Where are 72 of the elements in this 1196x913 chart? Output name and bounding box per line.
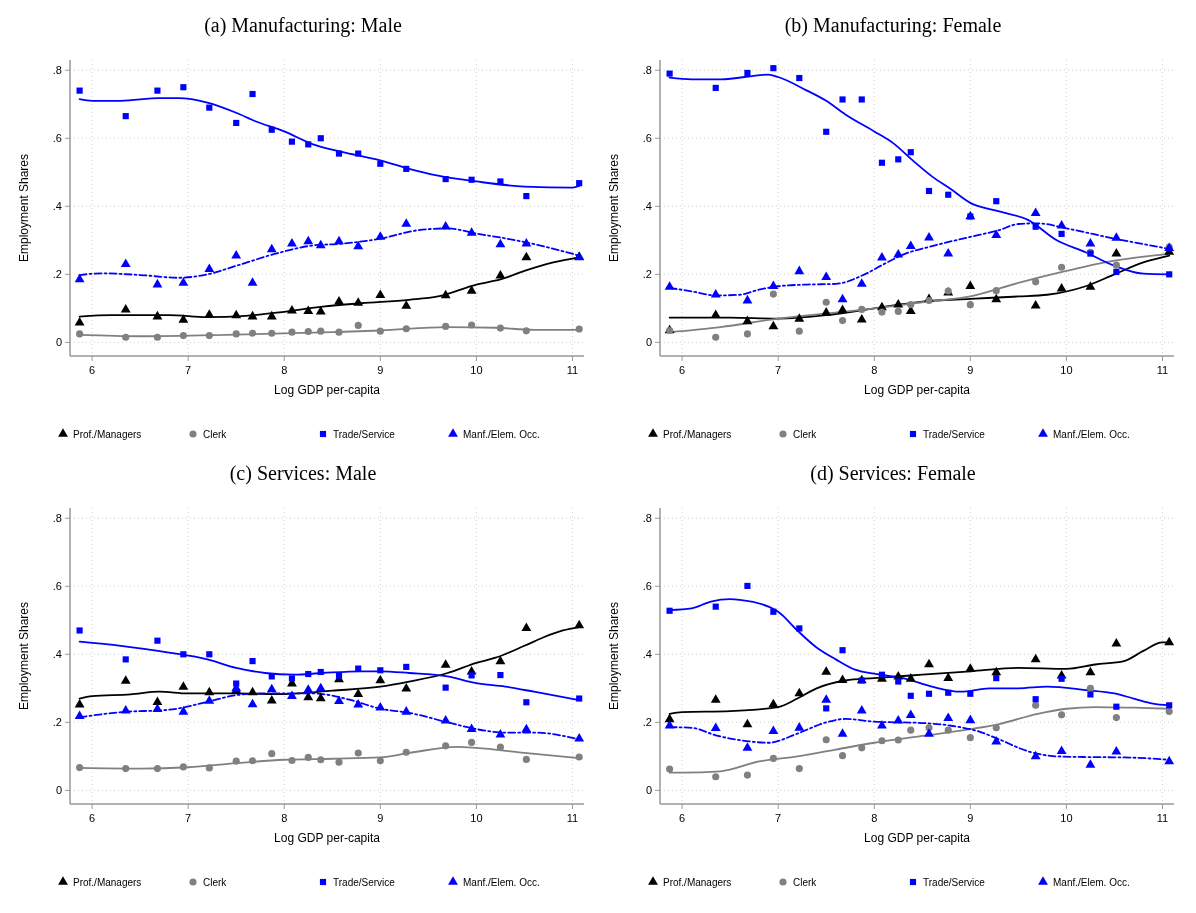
x-axis-title: Log GDP per-capita (274, 831, 381, 845)
legend-label: Clerk (203, 428, 228, 440)
y-tick-label: .6 (52, 132, 62, 145)
x-tick-label: 8 (281, 812, 288, 824)
x-tick-label: 10 (1060, 812, 1073, 824)
x-tick-label: 6 (89, 812, 96, 824)
y-axis-title: Employment Shares (17, 601, 31, 711)
legend-label: Prof./Managers (663, 428, 732, 440)
y-tick-label: 0 (55, 784, 62, 797)
y-tick-label: .2 (642, 268, 652, 281)
legend-label: Clerk (793, 428, 818, 440)
legend-label: Manf./Elem. Occ. (463, 876, 540, 888)
x-tick-label: 9 (967, 812, 974, 824)
y-axis-title: Employment Shares (607, 601, 621, 711)
x-axis-title: Log GDP per-capita (864, 831, 971, 845)
x-tick-label: 9 (377, 812, 384, 824)
chart-title: (b) Manufacturing: Female (784, 14, 1002, 37)
legend-label: Prof./Managers (663, 876, 732, 888)
y-tick-label: .2 (642, 716, 652, 729)
y-tick-label: .4 (642, 648, 652, 661)
x-tick-label: 6 (679, 364, 686, 376)
legend-label: Trade/Service (923, 428, 986, 440)
y-tick-label: .2 (52, 268, 62, 281)
x-tick-label: 11 (566, 812, 579, 824)
y-axis-title: Employment Shares (17, 153, 31, 263)
legend-label: Clerk (203, 876, 228, 888)
y-tick-label: .4 (52, 648, 62, 661)
legend-label: Manf./Elem. Occ. (1053, 428, 1130, 440)
y-tick-label: .4 (52, 200, 62, 213)
y-tick-label: .6 (642, 132, 652, 145)
legend-label: Trade/Service (333, 876, 396, 888)
x-tick-label: 7 (775, 812, 782, 824)
x-axis-title: Log GDP per-capita (274, 383, 381, 397)
legend-label: Clerk (793, 876, 818, 888)
chart-title: (a) Manufacturing: Male (204, 14, 402, 37)
legend-label: Manf./Elem. Occ. (1053, 876, 1130, 888)
legend-label: Prof./Managers (73, 428, 142, 440)
x-tick-label: 7 (775, 364, 782, 376)
x-tick-label: 6 (89, 364, 96, 376)
y-tick-label: .8 (642, 64, 652, 77)
chart-title: (d) Services: Female (810, 462, 976, 485)
y-tick-label: .2 (52, 716, 62, 729)
y-tick-label: .4 (642, 200, 652, 213)
x-tick-label: 8 (871, 812, 878, 824)
x-tick-label: 9 (967, 364, 974, 376)
legend-label: Prof./Managers (73, 876, 142, 888)
x-tick-label: 7 (185, 812, 192, 824)
x-tick-label: 11 (1156, 364, 1169, 376)
chart-title: (c) Services: Male (229, 462, 377, 485)
y-tick-label: .6 (52, 580, 62, 593)
y-tick-label: .6 (642, 580, 652, 593)
y-tick-label: .8 (52, 512, 62, 525)
x-tick-label: 10 (470, 364, 483, 376)
x-tick-label: 8 (871, 364, 878, 376)
x-tick-label: 9 (377, 364, 384, 376)
x-tick-label: 11 (566, 364, 579, 376)
x-tick-label: 7 (185, 364, 192, 376)
x-tick-label: 8 (281, 364, 288, 376)
y-axis-title: Employment Shares (607, 153, 621, 263)
x-axis-title: Log GDP per-capita (864, 383, 971, 397)
y-tick-label: 0 (645, 784, 652, 797)
legend-label: Trade/Service (923, 876, 986, 888)
y-tick-label: .8 (642, 512, 652, 525)
x-tick-label: 11 (1156, 812, 1169, 824)
legend-label: Trade/Service (333, 428, 396, 440)
y-tick-label: .8 (52, 64, 62, 77)
legend-label: Manf./Elem. Occ. (463, 428, 540, 440)
y-tick-label: 0 (55, 336, 62, 349)
x-tick-label: 10 (1060, 364, 1073, 376)
x-tick-label: 6 (679, 812, 686, 824)
x-tick-label: 10 (470, 812, 483, 824)
y-tick-label: 0 (645, 336, 652, 349)
